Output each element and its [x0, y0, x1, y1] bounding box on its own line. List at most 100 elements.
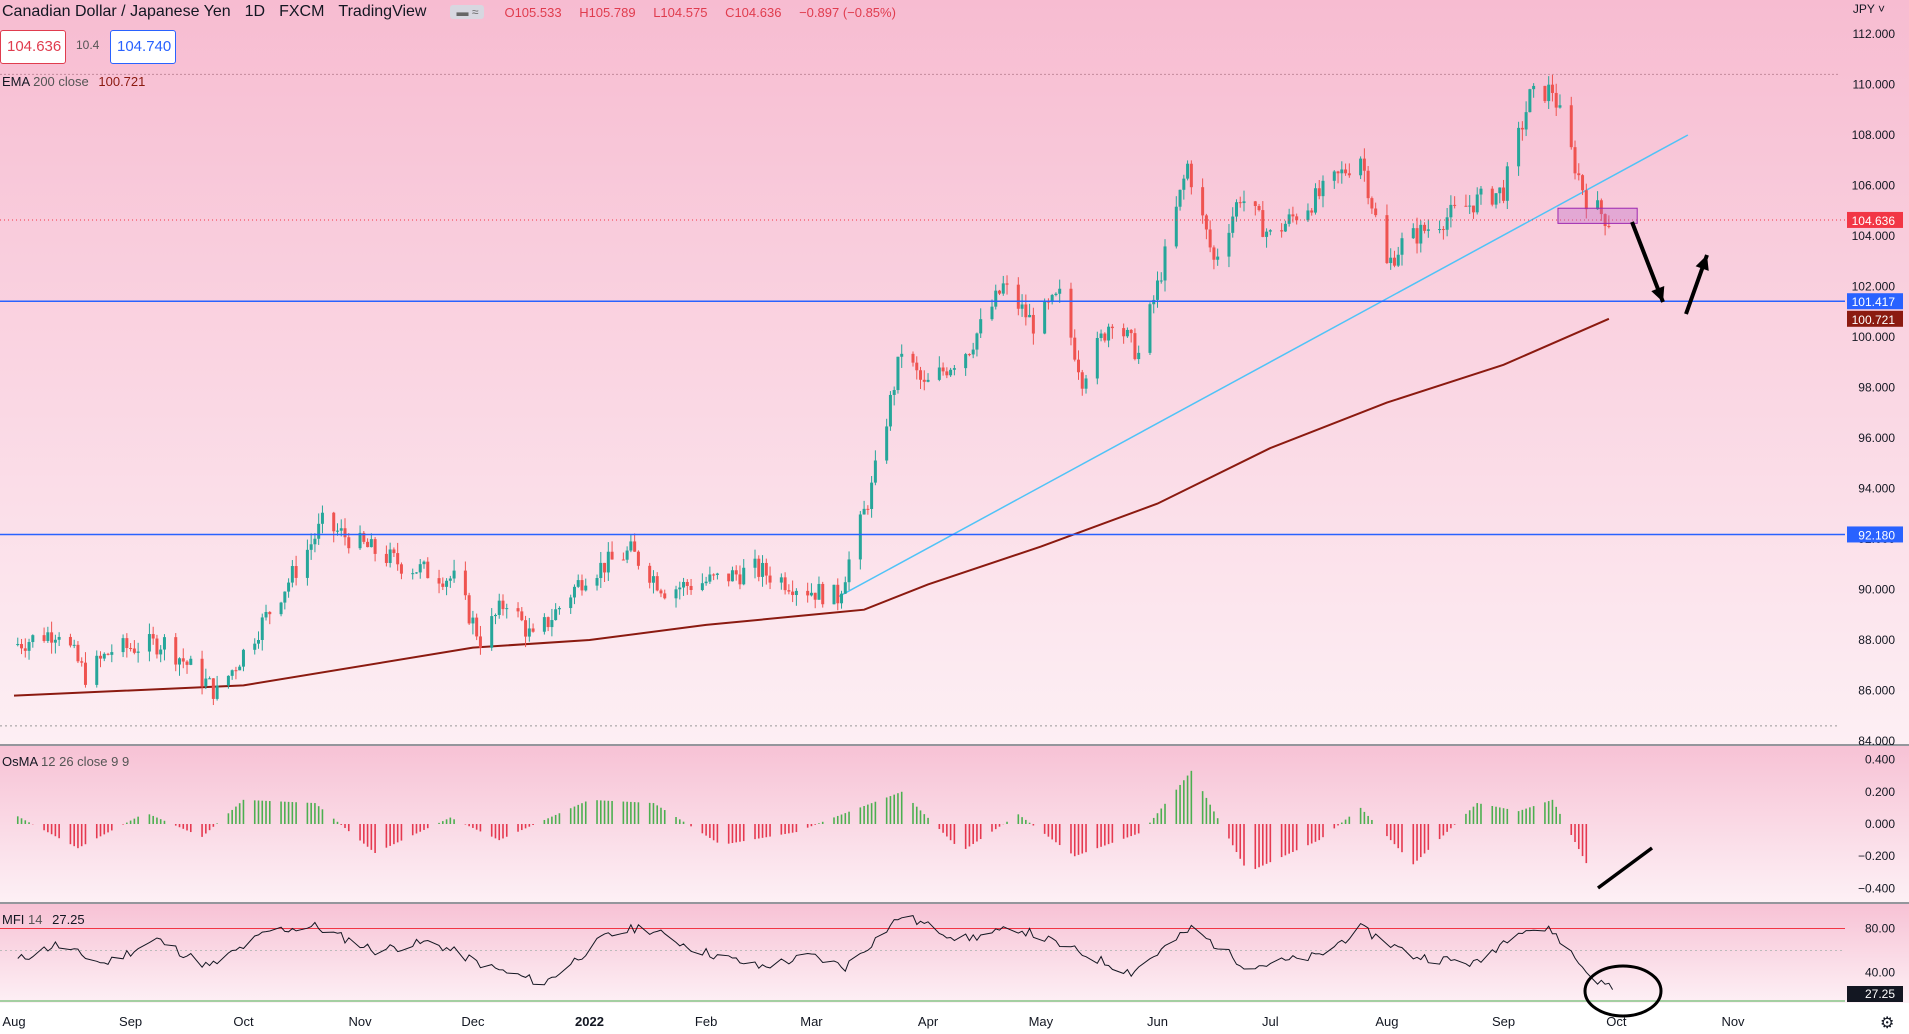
candle-body — [794, 590, 798, 596]
down-arrow-head — [1651, 286, 1665, 302]
sell-price-button[interactable]: 104.636 — [0, 30, 66, 64]
mfi-tick-label: 40.00 — [1865, 966, 1895, 980]
ema-legend[interactable]: EMA 200 close 100.721 — [2, 74, 145, 89]
candle-body — [31, 635, 35, 643]
time-tick-label: May — [1029, 1014, 1054, 1029]
candle-body — [20, 644, 24, 649]
candle-body — [783, 577, 787, 591]
candle-body — [742, 567, 746, 585]
candle-body — [226, 675, 230, 686]
low-value: L104.575 — [653, 4, 708, 20]
interval-label[interactable]: 1D — [244, 3, 266, 20]
candle-body — [1426, 229, 1430, 231]
candle-body — [516, 608, 520, 612]
candle-body — [1423, 224, 1427, 231]
candle-body — [1554, 92, 1558, 108]
candle-body — [915, 362, 919, 371]
candle-body — [448, 578, 452, 581]
candle-body — [813, 592, 817, 600]
candle-body — [1317, 188, 1321, 197]
candle-body — [629, 541, 633, 551]
candle-body — [633, 541, 637, 552]
candle-body — [83, 662, 87, 685]
mfi-value: 27.25 — [52, 912, 85, 927]
candle-body — [1603, 214, 1607, 227]
high-value: H105.789 — [579, 4, 636, 20]
candle-body — [1577, 173, 1581, 176]
candle-body — [663, 593, 667, 599]
mfi-highlight-circle — [1583, 964, 1663, 1018]
osma-legend[interactable]: OsMA 12 26 close 9 9 — [2, 754, 129, 769]
candle-body — [76, 644, 80, 662]
candle-body — [911, 353, 915, 363]
candle-body — [1174, 206, 1178, 247]
candle-body — [1385, 215, 1389, 264]
candle-body — [347, 537, 351, 549]
candle-body — [99, 655, 103, 659]
candle-body — [926, 379, 930, 382]
price-tick-label: 94.000 — [1858, 482, 1895, 496]
mfi-line: 80.00 40.00 27.25 — [0, 915, 1903, 1002]
candle-body — [682, 581, 686, 588]
price-axis[interactable]: 84.00086.00088.00090.00092.00094.00096.0… — [0, 27, 1895, 748]
osma-params: 12 26 close 9 9 — [41, 754, 130, 769]
settings-gear-icon[interactable]: ⚙ — [1880, 1015, 1894, 1032]
candle-body — [467, 595, 471, 624]
candle-body — [964, 354, 968, 369]
candle-body — [320, 512, 324, 524]
candle-body — [497, 600, 501, 615]
candle-body — [426, 561, 430, 579]
candle-body — [787, 590, 791, 592]
candle-body — [136, 651, 140, 653]
candle-body — [238, 666, 242, 671]
candle-body — [452, 570, 456, 579]
candle-body — [392, 549, 396, 554]
candle-body — [475, 617, 479, 637]
candle-body — [1396, 254, 1400, 266]
candle-body — [147, 634, 151, 652]
candle-body — [57, 636, 61, 640]
candle-body — [817, 583, 821, 600]
ema-name: EMA — [2, 74, 30, 89]
candle-body — [230, 670, 234, 676]
time-tick-label: Aug — [2, 1014, 25, 1029]
candle-body — [1178, 189, 1182, 207]
mfi-legend[interactable]: MFI 14 27.25 — [2, 912, 85, 927]
price-tick-label: 96.000 — [1858, 431, 1895, 445]
candle-body — [121, 638, 125, 653]
candle-body — [1107, 326, 1111, 341]
candle-body — [1253, 201, 1257, 206]
candle-body — [1517, 127, 1521, 167]
candle-body — [185, 661, 189, 665]
candle-body — [422, 561, 426, 565]
ema-price-tag — [1847, 310, 1903, 327]
candle-body — [1020, 304, 1024, 309]
candle-body — [1313, 188, 1317, 213]
candle-body — [369, 539, 373, 548]
candle-body — [625, 550, 629, 560]
link-icon[interactable]: ▬ ≈ — [450, 5, 485, 19]
candle-body — [791, 591, 795, 596]
osma-tick-label: −0.200 — [1858, 849, 1895, 863]
symbol-name[interactable]: Canadian Dollar / Japanese Yen — [2, 3, 231, 20]
candle-body — [189, 658, 193, 665]
candle-body — [471, 617, 475, 624]
level-price-tag — [1847, 526, 1903, 543]
candle-body — [1543, 85, 1547, 102]
candle-body — [757, 558, 761, 577]
currency-selector[interactable]: JPY ˅ — [1852, 2, 1885, 16]
candle-body — [16, 644, 20, 646]
candle-body — [527, 628, 531, 637]
candle-body — [708, 574, 712, 582]
buy-price-button[interactable]: 104.740 — [110, 30, 176, 64]
time-tick-label: Jul — [1262, 1014, 1279, 1029]
time-axis[interactable]: Aug Sep Oct Nov Dec 2022 Feb Mar Apr May Jun Jul Aug… — [2, 1014, 1894, 1032]
candle-body — [181, 658, 185, 662]
candle-body — [256, 639, 260, 644]
candle-body — [253, 643, 257, 650]
candle-body — [501, 600, 505, 610]
ema-price-label: 100.721 — [1852, 313, 1896, 327]
candle-body — [1336, 171, 1340, 174]
source-label: TradingView — [338, 3, 427, 20]
